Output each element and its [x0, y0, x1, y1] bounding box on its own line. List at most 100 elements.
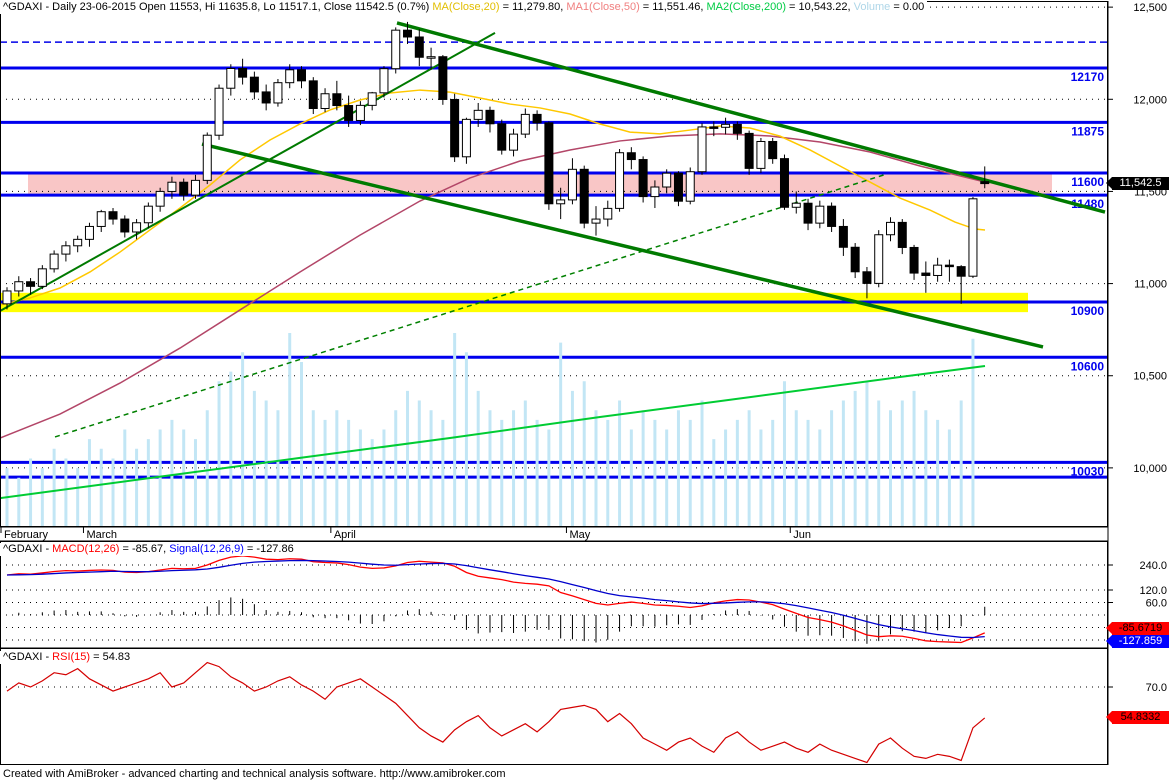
- candle: [61, 245, 71, 255]
- candle: [73, 238, 83, 247]
- candle: [732, 123, 742, 134]
- candle: [650, 186, 660, 198]
- candle: [921, 272, 931, 276]
- candle: [403, 29, 413, 38]
- candle: [238, 68, 248, 78]
- level-label: 11875: [1071, 124, 1104, 138]
- candle: [709, 126, 719, 129]
- badge-arrow-icon: [1106, 177, 1112, 190]
- candle: [685, 171, 695, 202]
- month-label: April: [334, 529, 356, 541]
- candle: [638, 159, 648, 198]
- macd-signal-value-badge: -127.859: [1106, 635, 1169, 649]
- candle: [308, 80, 318, 109]
- candle: [673, 172, 683, 202]
- candle: [143, 205, 153, 224]
- rsi-axis-label: 70.0: [1146, 682, 1167, 694]
- candle: [744, 132, 754, 169]
- macd-axis-label: 60.0: [1146, 598, 1167, 610]
- descending-channel-upper: [396, 21, 1106, 214]
- level-label: 11600: [1071, 175, 1104, 189]
- candle: [756, 140, 766, 169]
- candle: [850, 246, 860, 273]
- candle: [768, 140, 778, 160]
- candle: [391, 29, 401, 70]
- amibroker-footer-credit: Created with AmiBroker - advanced charti…: [3, 768, 506, 780]
- candle: [980, 181, 990, 185]
- candle: [249, 76, 259, 93]
- candle: [591, 218, 601, 224]
- candle: [167, 181, 177, 192]
- candle: [450, 98, 460, 158]
- ascending-trendline: [0, 32, 496, 312]
- candle: [473, 109, 483, 120]
- candle: [226, 68, 236, 89]
- candle: [886, 221, 895, 236]
- candle: [297, 69, 306, 82]
- macd-chart-title: ^GDAXI - MACD(12,26) = -85.67, Signal(12…: [0, 543, 297, 556]
- candle: [944, 264, 954, 268]
- month-label: Jun: [793, 529, 811, 541]
- candle: [803, 202, 813, 224]
- candle: [261, 91, 271, 104]
- candle: [556, 199, 566, 205]
- price-axis-label: 12,500: [1133, 2, 1167, 14]
- candle: [96, 211, 106, 227]
- candle: [344, 105, 354, 121]
- candle: [438, 56, 448, 100]
- level-label: 11480: [1071, 197, 1104, 211]
- candle: [2, 290, 12, 305]
- candle: [120, 218, 130, 233]
- candle: [721, 123, 731, 128]
- candle: [202, 134, 212, 181]
- descending-channel-lower: [201, 142, 1044, 349]
- candle: [14, 281, 24, 292]
- candle: [968, 198, 978, 277]
- candle: [544, 122, 554, 205]
- candle: [214, 87, 224, 136]
- candle: [49, 253, 59, 270]
- candle: [874, 234, 884, 284]
- level-label: 10600: [1071, 359, 1105, 373]
- candle: [179, 181, 189, 196]
- candle: [461, 118, 471, 158]
- candle: [579, 168, 589, 224]
- macd-value-badge: -85.6719: [1106, 622, 1169, 636]
- rsi-panel: 70.0: [0, 648, 1167, 765]
- candle: [190, 179, 200, 196]
- candle: [320, 93, 330, 109]
- candle: [933, 264, 943, 276]
- badge-arrow-icon: [1106, 635, 1112, 648]
- candle: [285, 69, 295, 84]
- candle: [273, 82, 283, 104]
- candle: [662, 172, 672, 188]
- candle: [697, 126, 707, 173]
- candle: [779, 158, 789, 208]
- candle: [485, 109, 495, 125]
- candle: [520, 113, 530, 135]
- candle: [909, 246, 919, 274]
- candle: [132, 222, 142, 233]
- candle: [827, 205, 837, 227]
- macd-axis-label: 240.0: [1139, 560, 1167, 572]
- candle: [37, 268, 47, 287]
- candlestick-series: [2, 21, 990, 310]
- dashed-ascending-trendline: [54, 173, 888, 438]
- price-gridlines: [0, 6, 1108, 469]
- rsi-chart-title: ^GDAXI - RSI(15) = 54.83: [0, 651, 134, 664]
- month-label: February: [4, 529, 49, 541]
- month-label: May: [569, 529, 590, 541]
- candle: [367, 92, 377, 106]
- last-price-badge: 11,542.5: [1106, 177, 1169, 191]
- price-axis-label: 11,000: [1134, 279, 1167, 291]
- level-label: 12170: [1071, 70, 1105, 84]
- candle: [426, 56, 436, 59]
- x-axis: February March April May Jun: [0, 526, 1108, 542]
- candle: [897, 221, 907, 248]
- candle: [497, 123, 507, 151]
- candle: [615, 152, 625, 209]
- price-panel-border: [0, 1, 1108, 527]
